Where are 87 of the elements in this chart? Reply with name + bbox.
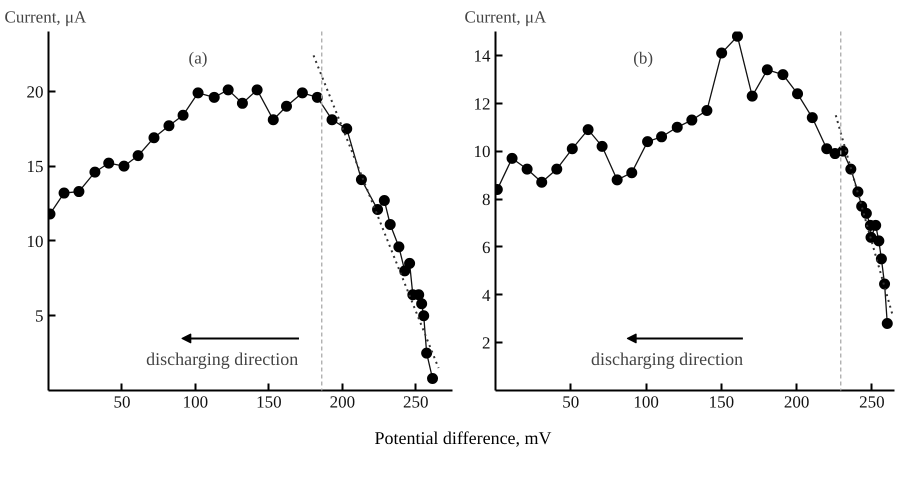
y-tick-label: 6 — [482, 238, 490, 257]
point — [378, 195, 390, 206]
point — [312, 92, 323, 103]
y-tick-label: 15 — [26, 157, 44, 176]
x-tick-label: 250 — [403, 392, 429, 412]
x-tick-label: 200 — [784, 392, 810, 412]
point — [58, 188, 70, 199]
point — [418, 310, 430, 322]
point — [372, 204, 384, 215]
point — [89, 166, 100, 178]
point — [792, 88, 804, 100]
y-tick-label: 14 — [474, 46, 491, 66]
point — [416, 298, 428, 310]
x-tick-label: 150 — [708, 392, 734, 412]
point — [421, 348, 432, 359]
point — [882, 318, 893, 329]
x-tick-label: 50 — [113, 392, 130, 412]
point — [746, 90, 758, 102]
x-tick-label: 100 — [633, 392, 659, 412]
point — [506, 152, 518, 164]
point — [551, 164, 562, 175]
y-tick-label: 4 — [482, 286, 491, 305]
y-tick-label: 2 — [482, 334, 490, 353]
point — [268, 114, 279, 126]
point — [821, 143, 832, 154]
y-tick-label: 5 — [35, 306, 44, 326]
annotation: discharging direction — [591, 348, 744, 369]
point — [860, 208, 872, 219]
point — [732, 32, 743, 42]
point — [427, 373, 438, 384]
point — [326, 114, 338, 126]
point — [701, 104, 712, 116]
y-tick-label: 8 — [482, 190, 490, 210]
point — [280, 100, 292, 112]
point — [404, 258, 416, 269]
point — [566, 143, 578, 154]
x-tick-label: 200 — [330, 392, 356, 412]
point — [192, 87, 204, 98]
y-axis-title: Current, μA — [464, 8, 548, 26]
point — [777, 69, 788, 80]
point — [103, 158, 114, 169]
y-tick-label: 10 — [26, 232, 44, 251]
point — [582, 124, 594, 136]
point — [118, 160, 130, 172]
point — [686, 114, 698, 126]
point — [341, 123, 352, 134]
point — [73, 186, 84, 198]
point — [522, 164, 533, 175]
point — [236, 98, 248, 109]
y-axis-title: Current, μA — [4, 8, 88, 26]
point — [222, 84, 234, 96]
point — [296, 87, 308, 98]
point — [806, 112, 818, 124]
x-tick-label: 250 — [859, 392, 885, 412]
y-tick-label: 12 — [474, 94, 490, 114]
y-tick-label: 10 — [474, 142, 490, 162]
point — [148, 132, 160, 144]
point — [612, 174, 623, 186]
point — [596, 140, 608, 152]
point — [879, 278, 890, 290]
point — [536, 176, 548, 188]
text: (a) — [188, 48, 208, 68]
point — [716, 48, 728, 59]
point — [208, 92, 220, 103]
point — [356, 174, 367, 186]
point — [252, 84, 263, 96]
point — [656, 131, 668, 142]
point — [845, 164, 856, 175]
x-tick-label: 100 — [182, 392, 208, 412]
text: (b) — [633, 48, 654, 68]
point — [163, 120, 174, 132]
y-tick-label: 20 — [26, 82, 44, 102]
point — [384, 218, 396, 230]
x-tick-label: 150 — [256, 392, 282, 412]
point — [876, 253, 887, 264]
x-axis-title: Potential difference, mV — [374, 427, 552, 450]
point — [642, 136, 654, 148]
point — [178, 110, 189, 121]
point — [132, 150, 144, 162]
point — [626, 167, 638, 178]
point — [873, 235, 884, 246]
x-tick-label: 50 — [562, 392, 580, 412]
point — [852, 186, 864, 198]
point — [762, 64, 773, 76]
point — [672, 122, 683, 133]
annotation: discharging direction — [146, 348, 298, 369]
point — [393, 241, 404, 252]
